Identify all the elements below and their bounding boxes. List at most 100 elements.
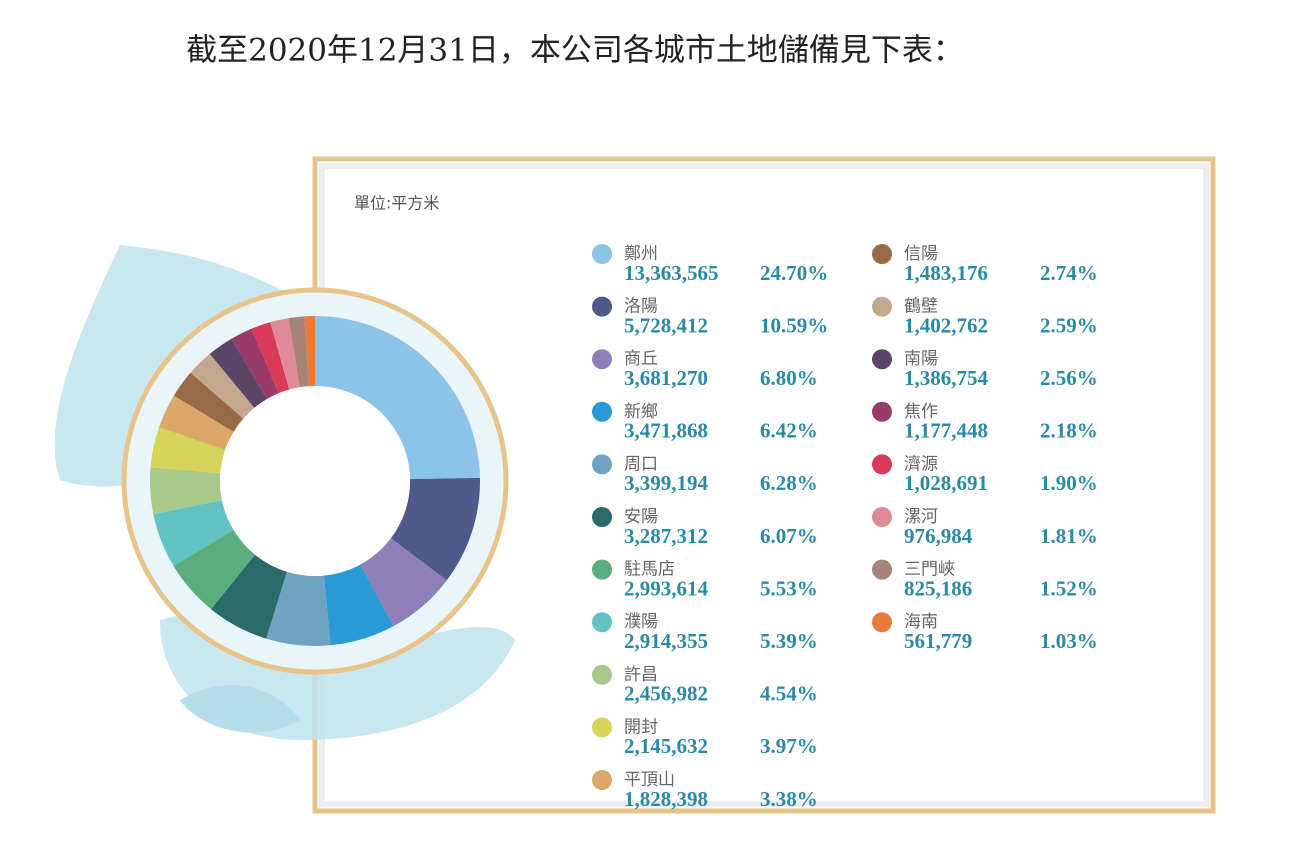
slice [360,538,447,627]
value-label: 825,186 [904,576,972,600]
legend-name: 濟源 [904,454,938,474]
share-label: 2.56% [1040,366,1098,390]
share-label: 1.52% [1040,576,1098,600]
value-label: 2,145,632 [624,734,708,758]
value-label: 1,028,691 [904,471,988,495]
legend-name: 安陽 [624,507,658,527]
legend-name: 鄭州 [624,244,658,264]
legend-swatch [872,559,892,580]
legend-name: 洛陽 [624,297,658,317]
share-label: 1.90% [1040,471,1098,495]
slice [390,477,480,581]
share-label: 6.80% [760,366,818,390]
value-label: 976,984 [904,524,973,548]
slice [288,316,309,388]
legend-name: 鶴壁 [904,297,938,317]
value-label: 1,828,398 [624,787,708,811]
slice [209,338,267,408]
value-label: 3,287,312 [624,524,708,548]
value-label: 5,728,412 [624,313,708,337]
title: 截至2020年12月31日，本公司各城市土地儲備見下表： [186,33,964,69]
share-label: 6.07% [760,524,818,548]
slice [304,316,315,387]
legend-swatch [872,296,892,317]
slice [173,529,256,610]
value-label: 3,681,270 [624,366,708,390]
slice [150,427,226,474]
slice [210,554,287,639]
unit-label: 單位:平方米 [354,194,439,213]
legend-name: 三門峽 [904,560,955,580]
legend-swatch [872,454,892,475]
legend-swatch [592,244,612,264]
legend-name: 平頂山 [624,770,675,790]
value-label: 2,993,614 [624,576,709,600]
slice [270,318,300,390]
slice [251,322,290,394]
legend-swatch [872,244,892,264]
share-label: 6.42% [760,419,818,443]
legend-swatch [592,507,612,527]
share-label: 2.59% [1040,313,1098,337]
slice [266,571,331,646]
value-label: 561,779 [904,629,972,653]
share-label: 2.74% [1040,261,1098,285]
slice [173,372,244,432]
legend-swatch [872,349,892,370]
value-label: 13,363,565 [624,261,719,285]
legend-name: 焦作 [904,402,938,422]
donut [150,316,480,646]
value-label: 3,471,868 [624,419,708,443]
slice [231,328,279,400]
share-label: 5.39% [760,629,818,653]
value-label: 3,399,194 [624,471,709,495]
legend-swatch [592,401,612,422]
legend-swatch [592,559,612,580]
slice [150,467,222,515]
value-label: 1,177,448 [904,419,988,443]
legend-name: 許昌 [624,665,658,685]
legend-name: 開封 [624,717,658,737]
share-label: 4.54% [760,682,818,706]
legend-swatch [592,717,612,738]
share-label: 1.81% [1040,524,1098,548]
legend-swatch [592,770,612,790]
legend-swatch [592,612,612,633]
donut-hole [220,386,410,576]
value-label: 2,456,982 [624,682,708,706]
legend-name: 駐馬店 [624,560,675,580]
value-label: 1,386,754 [904,366,989,390]
legend-name: 新鄉 [624,402,658,422]
slice [315,316,480,480]
value-label: 1,483,176 [904,261,988,285]
legend-name: 漯河 [904,507,938,527]
share-label: 10.59% [760,313,828,337]
legend-name: 周口 [624,454,658,474]
share-label: 5.53% [760,576,818,600]
share-label: 2.18% [1040,419,1098,443]
legend-name: 信陽 [904,244,938,264]
legend-swatch [592,349,612,370]
legend-swatch [872,612,892,633]
legend-name: 南陽 [904,349,938,369]
share-label: 6.28% [760,471,818,495]
share-label: 1.03% [1040,629,1098,653]
legend-name: 商丘 [624,349,658,369]
value-label: 2,914,355 [624,629,708,653]
share-label: 24.70% [760,261,828,285]
slice [153,500,234,566]
legend-swatch [872,507,892,527]
legend-name: 海南 [904,612,938,632]
legend-swatch [872,401,892,422]
legend-swatch [592,664,612,685]
value-label: 1,402,762 [904,313,988,337]
slice [158,395,234,451]
legend-swatch [592,296,612,317]
legend-name: 濮陽 [624,612,658,632]
slice [190,353,255,419]
share-label: 3.97% [760,734,818,758]
slice [323,564,394,646]
legend-swatch [592,454,612,475]
